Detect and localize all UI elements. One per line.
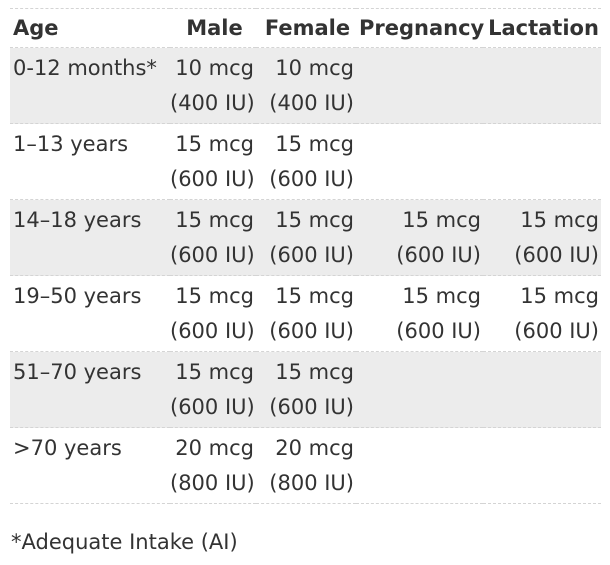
cell-pregnancy (356, 351, 483, 428)
cell-male-iu: (600 IU) (170, 319, 255, 343)
cell-age: 51–70 years (10, 351, 170, 428)
cell-pregnancy-mcg (356, 127, 481, 162)
cell-female-iu: (600 IU) (269, 243, 354, 267)
header-pregnancy: Pregnancy (356, 8, 484, 48)
cell-female: 15 mcg (600 IU) (256, 275, 356, 352)
cell-male-iu: (600 IU) (170, 167, 255, 191)
cell-pregnancy-iu (356, 162, 481, 197)
cell-lactation-mcg (483, 431, 599, 466)
cell-pregnancy-mcg (356, 355, 481, 390)
cell-lactation-iu: (600 IU) (514, 243, 599, 267)
cell-lactation (483, 427, 601, 504)
footnote: *Adequate Intake (AI) (11, 530, 238, 554)
header-male: Male (170, 8, 256, 48)
cell-lactation (483, 47, 601, 124)
header-female: Female (256, 8, 356, 48)
cell-pregnancy: 15 mcg (600 IU) (356, 199, 483, 276)
cell-pregnancy-iu (356, 466, 481, 501)
cell-age: 0-12 months* (10, 47, 170, 124)
table-row: 1–13 years 15 mcg (600 IU) 15 mcg (600 IU) (10, 123, 601, 200)
cell-male: 20 mcg (800 IU) (170, 427, 256, 504)
cell-male-mcg: 15 mcg (175, 284, 254, 308)
cell-female-mcg: 20 mcg (275, 436, 354, 460)
cell-lactation-iu: (600 IU) (514, 319, 599, 343)
cell-male-mcg: 15 mcg (175, 208, 254, 232)
cell-male-iu: (600 IU) (170, 243, 255, 267)
table-container: Age Male Female Pregnancy Lactation 0-12… (10, 8, 601, 504)
cell-pregnancy-iu (356, 86, 481, 121)
cell-age: 1–13 years (10, 123, 170, 200)
cell-lactation-mcg: 15 mcg (520, 208, 599, 232)
cell-lactation-mcg (483, 355, 599, 390)
cell-lactation (483, 351, 601, 428)
cell-male-mcg: 15 mcg (175, 132, 254, 156)
cell-pregnancy (356, 427, 483, 504)
table-body: 0-12 months* 10 mcg (400 IU) 10 mcg (400 I… (10, 47, 601, 504)
cell-lactation: 15 mcg (600 IU) (483, 275, 601, 352)
table-row: 19–50 years 15 mcg (600 IU) 15 mcg (600 IU… (10, 275, 601, 352)
cell-lactation-iu (483, 390, 599, 425)
cell-pregnancy-iu: (600 IU) (396, 243, 481, 267)
cell-female-mcg: 15 mcg (275, 360, 354, 384)
cell-male-mcg: 10 mcg (175, 56, 254, 80)
cell-female: 20 mcg (800 IU) (256, 427, 356, 504)
cell-pregnancy (356, 123, 483, 200)
cell-male: 10 mcg (400 IU) (170, 47, 256, 124)
cell-age: 19–50 years (10, 275, 170, 352)
cell-female-iu: (400 IU) (269, 91, 354, 115)
cell-lactation (483, 123, 601, 200)
cell-age: 14–18 years (10, 199, 170, 276)
table-header: Age Male Female Pregnancy Lactation (10, 8, 601, 48)
cell-pregnancy (356, 47, 483, 124)
cell-male: 15 mcg (600 IU) (170, 123, 256, 200)
cell-lactation-mcg (483, 127, 599, 162)
cell-pregnancy-mcg (356, 431, 481, 466)
cell-female: 15 mcg (600 IU) (256, 351, 356, 428)
cell-male-iu: (800 IU) (170, 471, 255, 495)
cell-lactation-iu (483, 162, 599, 197)
cell-female-iu: (800 IU) (269, 471, 354, 495)
cell-pregnancy-iu: (600 IU) (396, 319, 481, 343)
cell-pregnancy-mcg: 15 mcg (402, 284, 481, 308)
cell-male: 15 mcg (600 IU) (170, 351, 256, 428)
cell-female-mcg: 15 mcg (275, 284, 354, 308)
cell-female-iu: (600 IU) (269, 319, 354, 343)
vitamin-d-rda-table: Age Male Female Pregnancy Lactation 0-12… (10, 8, 601, 504)
cell-male-mcg: 20 mcg (175, 436, 254, 460)
cell-female-mcg: 10 mcg (275, 56, 354, 80)
cell-pregnancy: 15 mcg (600 IU) (356, 275, 483, 352)
cell-female: 15 mcg (600 IU) (256, 123, 356, 200)
cell-female-iu: (600 IU) (269, 167, 354, 191)
cell-male-iu: (400 IU) (170, 91, 255, 115)
cell-female: 15 mcg (600 IU) (256, 199, 356, 276)
cell-male: 15 mcg (600 IU) (170, 199, 256, 276)
table-row: >70 years 20 mcg (800 IU) 20 mcg (800 IU) (10, 427, 601, 504)
table-row: 51–70 years 15 mcg (600 IU) 15 mcg (600 IU… (10, 351, 601, 428)
table-row: 14–18 years 15 mcg (600 IU) 15 mcg (600 IU… (10, 199, 601, 276)
cell-age: >70 years (10, 427, 170, 504)
cell-lactation-iu (483, 86, 599, 121)
cell-lactation-mcg: 15 mcg (520, 284, 599, 308)
cell-pregnancy-mcg (356, 51, 481, 86)
header-age: Age (10, 8, 170, 48)
cell-male-iu: (600 IU) (170, 395, 255, 419)
cell-lactation-iu (483, 466, 599, 501)
cell-male: 15 mcg (600 IU) (170, 275, 256, 352)
cell-male-mcg: 15 mcg (175, 360, 254, 384)
cell-lactation-mcg (483, 51, 599, 86)
cell-pregnancy-iu (356, 390, 481, 425)
header-lactation: Lactation (483, 8, 601, 48)
cell-pregnancy-mcg: 15 mcg (402, 208, 481, 232)
cell-female-mcg: 15 mcg (275, 132, 354, 156)
cell-female: 10 mcg (400 IU) (256, 47, 356, 124)
cell-lactation: 15 mcg (600 IU) (483, 199, 601, 276)
table-row: 0-12 months* 10 mcg (400 IU) 10 mcg (400 I… (10, 47, 601, 124)
cell-female-iu: (600 IU) (269, 395, 354, 419)
header-row: Age Male Female Pregnancy Lactation (10, 8, 601, 48)
cell-female-mcg: 15 mcg (275, 208, 354, 232)
